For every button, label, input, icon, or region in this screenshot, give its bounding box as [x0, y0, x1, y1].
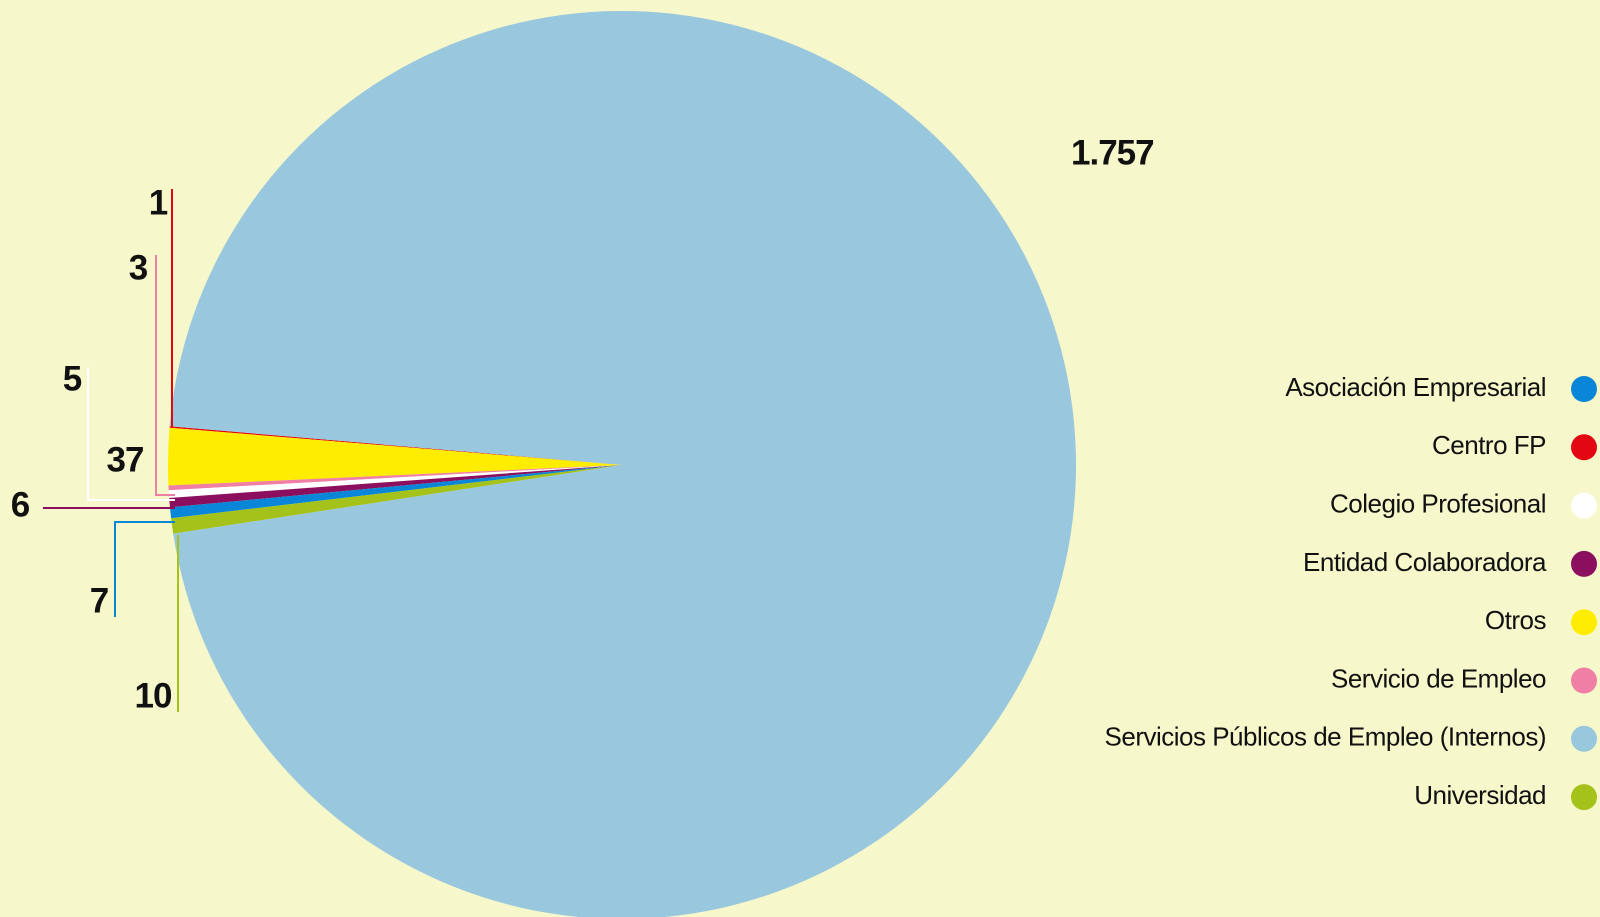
- legend-label: Asociación Empresarial: [1285, 372, 1546, 402]
- value-label: 7: [90, 581, 108, 620]
- pie-slice: [168, 465, 622, 491]
- value-label: 10: [135, 676, 172, 715]
- leader-line: [87, 367, 175, 501]
- pie-slice: [168, 427, 622, 486]
- legend-swatch: [1571, 725, 1597, 752]
- pie-slice: [169, 11, 1076, 917]
- legend-label: Otros: [1485, 605, 1547, 635]
- value-label: 5: [63, 359, 82, 398]
- legend-label: Entidad Colaboradora: [1303, 547, 1547, 577]
- legend-swatch: [1571, 434, 1597, 461]
- legend-label: Colegio Profesional: [1330, 488, 1546, 518]
- legend-swatch: [1571, 667, 1597, 694]
- legend-label: Universidad: [1414, 780, 1546, 810]
- legend-label: Servicio de Empleo: [1331, 663, 1546, 693]
- pie-slice: [171, 465, 622, 534]
- legend-label: Centro FP: [1432, 430, 1546, 460]
- legend-swatch: [1571, 784, 1597, 811]
- legend-swatch: [1571, 376, 1597, 402]
- legend-label: Servicios Públicos de Empleo (Internos): [1105, 722, 1546, 752]
- pie-slice: [169, 465, 622, 519]
- leader-line: [155, 255, 175, 496]
- value-label: 37: [107, 440, 144, 479]
- legend-swatch: [1571, 609, 1597, 636]
- legend-swatch: [1571, 492, 1597, 519]
- pie-slice: [169, 465, 623, 508]
- pie-slice: [168, 465, 622, 499]
- value-label: 3: [129, 248, 148, 287]
- legend-swatch: [1571, 550, 1597, 577]
- pie-slice: [169, 426, 622, 465]
- leader-line: [114, 521, 175, 617]
- value-label: 6: [11, 485, 30, 524]
- value-label: 1.757: [1071, 133, 1154, 172]
- value-label: 1: [149, 183, 168, 222]
